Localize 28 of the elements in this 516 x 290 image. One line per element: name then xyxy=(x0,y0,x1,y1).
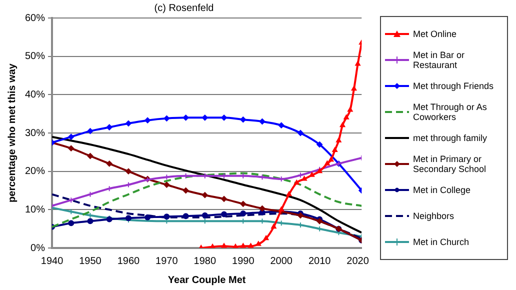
x-tick-label: 2010 xyxy=(308,256,332,267)
legend-label: Met in Primary or Secondary School xyxy=(413,154,488,174)
y-tick-label: 20% xyxy=(25,166,46,178)
legend-label: Met in Bar or Restaurant xyxy=(413,50,466,70)
legend-label: Met in College xyxy=(413,185,471,195)
x-tick-label: 1940 xyxy=(40,256,64,267)
y-tick-label: 30% xyxy=(25,128,46,139)
legend-label: Met through Friends xyxy=(413,81,494,91)
legend-label: Neighbors xyxy=(413,211,454,221)
y-tick-label: 40% xyxy=(25,89,46,100)
legend-label: met through family xyxy=(413,133,488,143)
x-tick-label: 2020 xyxy=(346,256,370,267)
y-tick-label: 60% xyxy=(25,12,46,24)
y-axis-title: percentage who met this way xyxy=(6,63,18,202)
x-tick-label: 1990 xyxy=(232,256,255,267)
x-tick-label: 1960 xyxy=(117,256,140,267)
x-tick-label: 1980 xyxy=(194,256,216,267)
x-axis-title: Year Couple Met xyxy=(168,274,246,286)
y-tick-label: 50% xyxy=(25,51,46,62)
y-tick-label: 0% xyxy=(30,242,46,254)
legend-label: Met Online xyxy=(413,29,457,39)
x-tick-label: 1950 xyxy=(79,256,102,267)
chart-title: (c) Rosenfeld xyxy=(154,2,214,14)
x-tick-label: 2000 xyxy=(270,256,293,267)
legend-label: Met Through or As Coworkers xyxy=(413,102,488,122)
x-tick-label: 1970 xyxy=(156,256,178,267)
legend-label: Met in Church xyxy=(413,237,470,247)
y-tick-label: 10% xyxy=(25,204,46,216)
